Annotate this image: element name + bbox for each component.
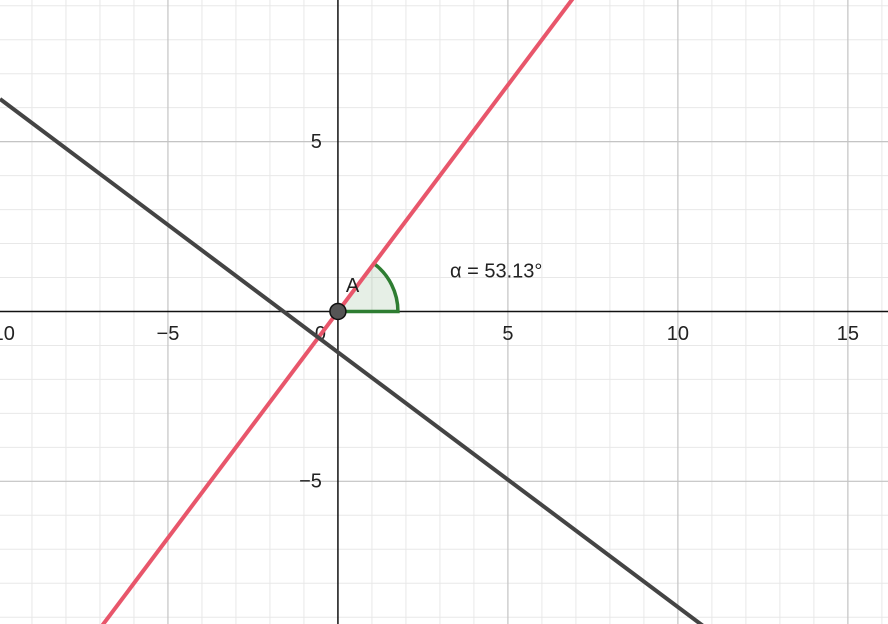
- y-tick-label: 5: [311, 131, 322, 153]
- angle-arc-stroke: [337, 262, 400, 314]
- point-label: A: [346, 275, 360, 297]
- x-tick-label: 15: [837, 323, 859, 345]
- x-tick-label: 5: [502, 323, 513, 345]
- x-tick-label: −10: [0, 323, 15, 345]
- x-tick-label: 10: [667, 323, 689, 345]
- y-tick-label: −5: [299, 471, 322, 493]
- point: [329, 302, 347, 321]
- angle-label: α = 53.13°: [450, 260, 542, 282]
- x-tick-label: −5: [157, 323, 180, 345]
- angle-arc: [337, 263, 398, 312]
- function-line: [0, 97, 704, 624]
